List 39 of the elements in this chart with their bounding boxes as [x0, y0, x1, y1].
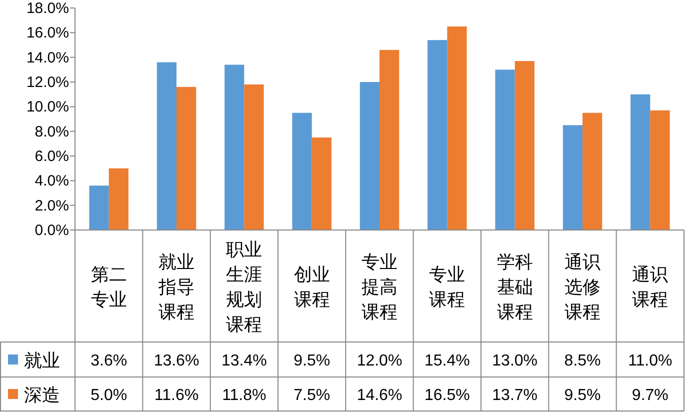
category: 通识课程 [632, 264, 668, 310]
value-label: 13.0% [492, 352, 538, 370]
value-label: 13.7% [492, 387, 538, 404]
value-label: 3.6% [90, 352, 128, 370]
legend: 深造 [24, 385, 60, 405]
ytick: 8.0% [34, 123, 69, 140]
ytick: 6.0% [34, 148, 69, 165]
value-label: 9.5% [294, 352, 330, 370]
category: 就业指导课程 [158, 252, 194, 322]
category: 专业提高课程 [362, 252, 398, 322]
value-label: 14.6% [356, 387, 402, 404]
category: 创业课程 [294, 264, 330, 310]
value-label: 11.8% [222, 387, 266, 404]
ytick: 16.0% [26, 24, 69, 42]
value-label: 11.0% [628, 352, 672, 370]
category: 第二专业 [90, 264, 127, 310]
ytick: 14.0% [26, 49, 69, 66]
ytick: 4.0% [34, 172, 69, 190]
value-label: 12.0% [356, 352, 402, 370]
value-label: 15.4% [424, 352, 470, 370]
legend: 就业 [24, 350, 60, 370]
value-label: 5.0% [90, 387, 128, 404]
value-label: 9.5% [564, 387, 601, 404]
value-label: 9.7% [632, 387, 668, 404]
value-label: 7.5% [294, 387, 330, 404]
ytick: 18.0% [26, 0, 69, 17]
category: 学科基础课程 [496, 252, 533, 322]
category: 专业课程 [429, 264, 466, 310]
value-label: 13.4% [221, 352, 267, 370]
ytick: 0.0% [34, 222, 69, 239]
value-label: 11.6% [154, 387, 199, 404]
category: 职业生涯规划课程 [226, 240, 262, 334]
value-label: 16.5% [424, 387, 470, 404]
category: 通识选修课程 [564, 252, 600, 322]
value-label: 13.6% [154, 352, 200, 370]
ytick: 2.0% [34, 197, 69, 214]
ytick: 10.0% [26, 98, 69, 116]
ytick: 12.0% [26, 74, 69, 91]
value-label: 8.5% [564, 352, 601, 370]
